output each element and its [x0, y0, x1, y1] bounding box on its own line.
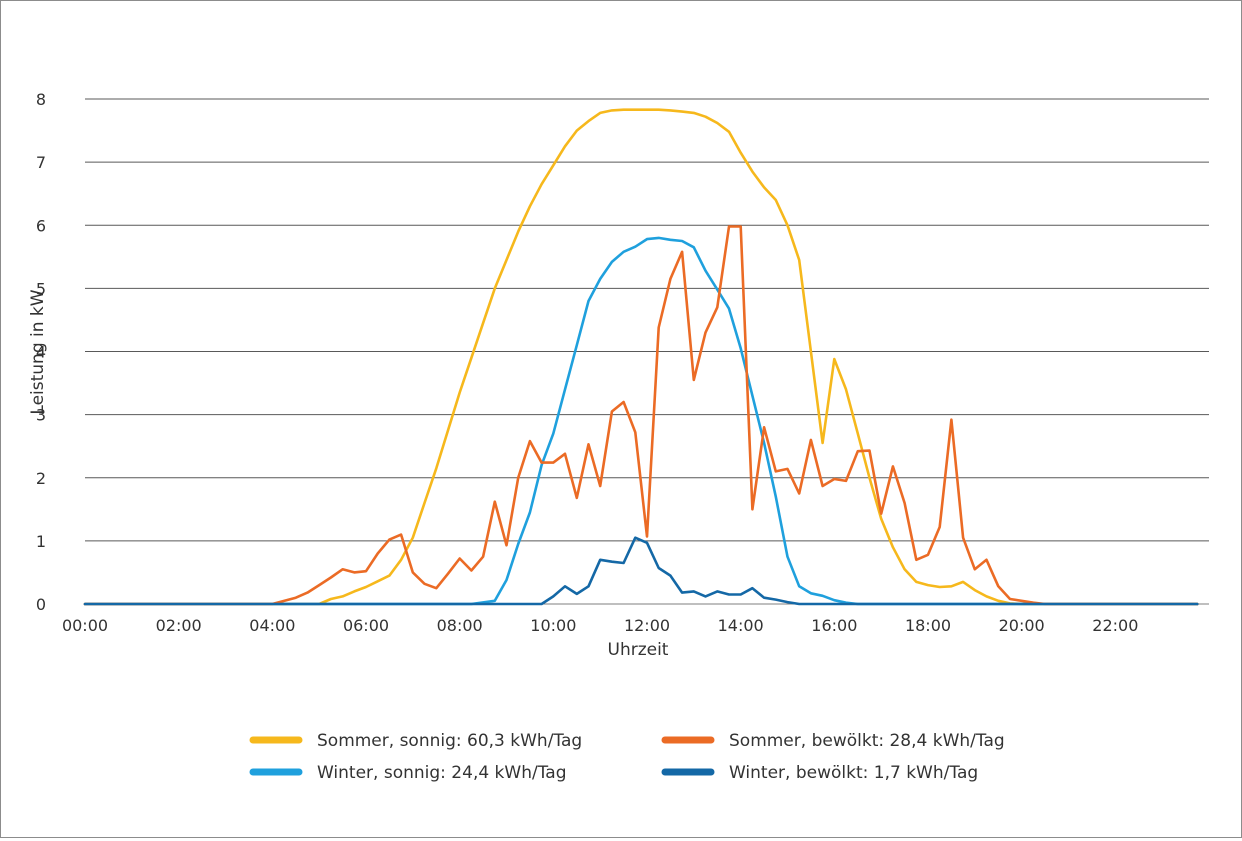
x-tick-label: 08:00: [437, 616, 483, 635]
series-line-1: [83, 225, 1199, 606]
x-tick-label: 14:00: [718, 616, 764, 635]
series-lines: [83, 108, 1199, 606]
series-line-2: [83, 236, 1199, 606]
y-tick-label: 1: [36, 532, 46, 551]
y-tick-label: 8: [36, 90, 46, 109]
x-tick-label: 12:00: [624, 616, 670, 635]
x-tick-label: 20:00: [999, 616, 1045, 635]
y-tick-label: 0: [36, 595, 46, 614]
x-tick-label: 16:00: [811, 616, 857, 635]
legend-label: Sommer, sonnig: 60,3 kWh/Tag: [317, 731, 582, 751]
legend: Sommer, sonnig: 60,3 kWh/Tag Sommer, bewö…: [249, 731, 1005, 783]
x-tick-label: 06:00: [343, 616, 389, 635]
legend-label: Sommer, bewölkt: 28,4 kWh/Tag: [729, 731, 1005, 751]
y-tick-label: 7: [36, 153, 46, 172]
x-tick-label: 04:00: [249, 616, 295, 635]
x-tick-label: 02:00: [156, 616, 202, 635]
y-tick-label: 3: [36, 406, 46, 425]
y-tick-label: 4: [36, 343, 46, 362]
y-tick-label: 2: [36, 469, 46, 488]
legend-label: Winter, bewölkt: 1,7 kWh/Tag: [729, 763, 978, 783]
x-tick-label: 10:00: [530, 616, 576, 635]
x-axis-label: Uhrzeit: [608, 640, 669, 660]
y-tick-label: 6: [36, 216, 46, 235]
y-tick-label: 5: [36, 279, 46, 298]
y-axis-ticks: 0 1 2 3 4 5 6 7 8: [36, 90, 46, 614]
y-axis-label: Leistung in kW: [28, 289, 48, 414]
legend-label: Winter, sonnig: 24,4 kWh/Tag: [317, 763, 567, 783]
gridlines: [85, 98, 1209, 605]
x-tick-label: 00:00: [62, 616, 108, 635]
series-line-3: [83, 536, 1199, 606]
x-tick-label: 22:00: [1092, 616, 1138, 635]
series-line-0: [83, 108, 1199, 606]
x-tick-label: 18:00: [905, 616, 951, 635]
x-axis-ticks: 00:00 02:00 04:00 06:00 08:00 10:00 12:00 14:00…: [62, 616, 1138, 635]
